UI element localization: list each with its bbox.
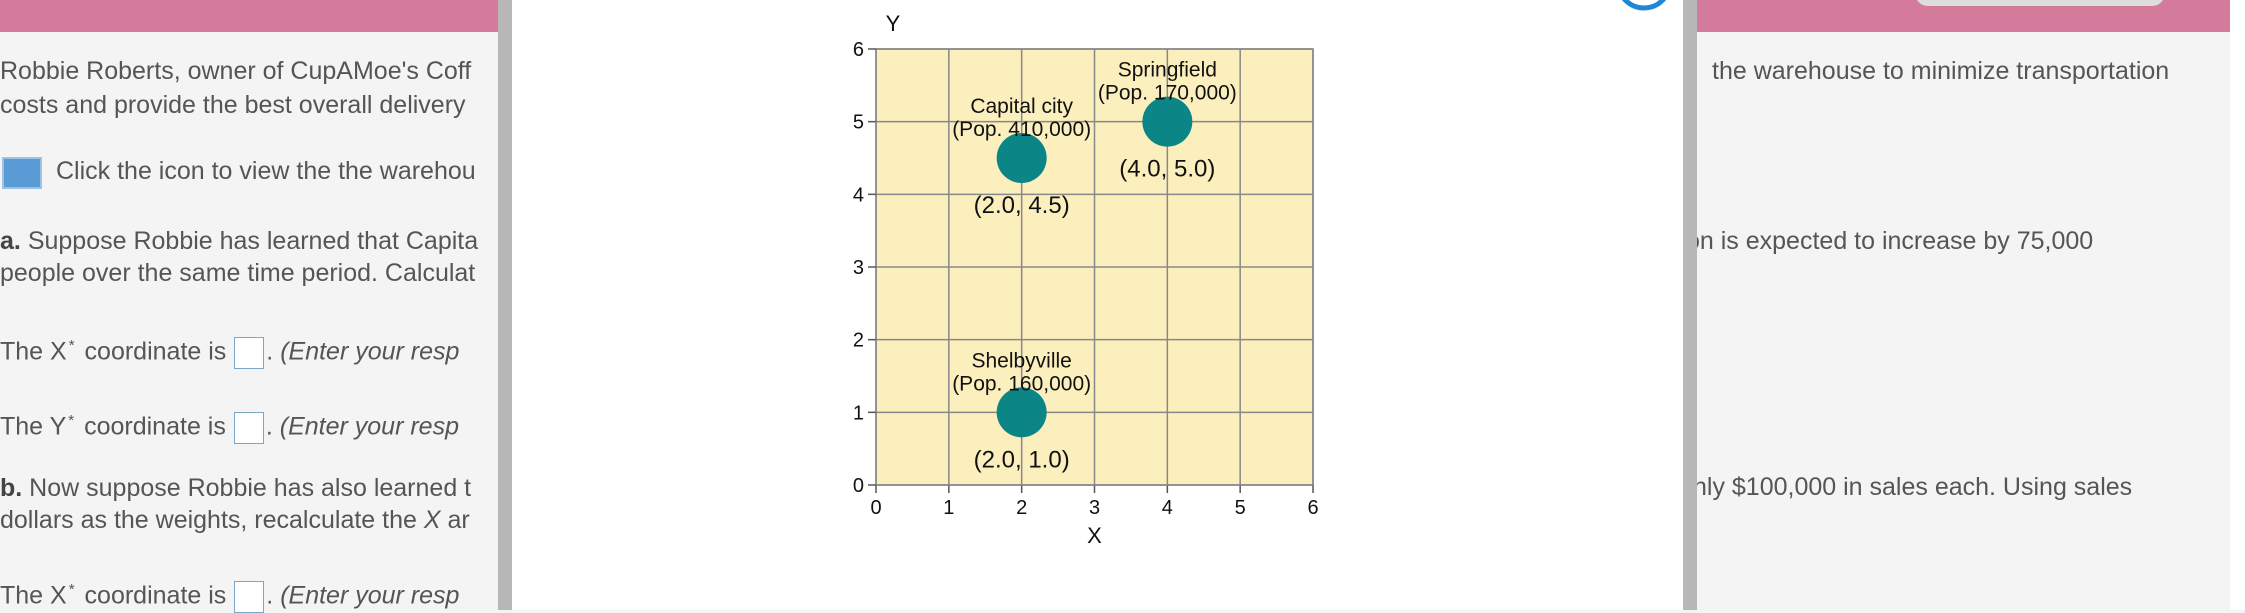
answer-input[interactable] xyxy=(234,336,265,369)
answer-line: The X * coordinate is. (Enter your resp xyxy=(0,330,459,369)
point-name: Shelbyville xyxy=(971,349,1071,372)
y-tick-label: 0 xyxy=(853,475,864,497)
x-tick-label: 3 xyxy=(1089,497,1100,519)
right-text: on is expected to increase by 75,000 xyxy=(1686,227,2094,255)
y-tick-label: 4 xyxy=(853,184,864,206)
x-tick-label: 4 xyxy=(1162,497,1173,519)
answer-prefix: The Y xyxy=(0,412,67,441)
part-text: dollars as the weights, recalculate the xyxy=(0,506,424,534)
point-name: Capital city xyxy=(970,95,1073,118)
part-b: b. Now suppose Robbie has also learned t xyxy=(0,472,471,504)
point xyxy=(1142,96,1193,147)
x-tick-label: 0 xyxy=(870,497,881,519)
answer-dot: . xyxy=(266,581,274,610)
answer-input[interactable] xyxy=(234,580,265,613)
header-button[interactable] xyxy=(1915,0,2165,6)
right-text: nly $100,000 in sales each. Using sales xyxy=(1693,473,2133,501)
answer-middle: coordinate is xyxy=(84,412,226,441)
point-coordinates: (2.0, 1.0) xyxy=(974,446,1070,473)
part-text: Now suppose Robbie has also learned t xyxy=(29,474,472,502)
intro-line: Robbie Roberts, owner of CupAMoe's Coff xyxy=(0,57,472,85)
point xyxy=(996,133,1047,183)
point-population: (Pop. 160,000) xyxy=(952,372,1091,395)
answer-sup: * xyxy=(68,581,75,598)
point xyxy=(996,387,1047,438)
point-population: (Pop. 410,000) xyxy=(952,118,1091,141)
x-tick-label: 1 xyxy=(943,497,954,519)
point-coordinates: (4.0, 5.0) xyxy=(1119,156,1215,183)
point-coordinates: (2.0, 4.5) xyxy=(974,192,1070,219)
answer-dot: . xyxy=(265,412,273,441)
modal: 0 1 2 3 4 5 6 0 1 2 3 4 5 6 X Y Capital city (Pop. 410,00… xyxy=(498,0,1697,610)
y-tick-label: 2 xyxy=(853,330,864,352)
answer-line: The X * coordinate is. (Enter your resp xyxy=(0,574,459,613)
part-italic: X xyxy=(423,506,441,534)
page-edge xyxy=(2230,0,2245,610)
y-tick-label: 1 xyxy=(853,402,864,424)
image-icon[interactable] xyxy=(2,157,42,189)
answer-prefix: The X xyxy=(0,337,67,366)
answer-middle: coordinate is xyxy=(84,581,227,610)
answer-sup: * xyxy=(68,337,75,354)
answer-hint: (Enter your resp xyxy=(279,412,459,441)
y-axis-label: Y xyxy=(886,11,901,36)
x-axis-label: X xyxy=(1087,523,1102,548)
point-population: (Pop. 170,000) xyxy=(1098,82,1237,105)
part-text-line: dollars as the weights, recalculate the … xyxy=(0,504,470,536)
x-tick-label: 6 xyxy=(1307,497,1318,519)
answer-dot: . xyxy=(266,337,274,366)
part-text: Suppose Robbie has learned that Capita xyxy=(27,227,479,255)
point-name: Springfield xyxy=(1118,59,1217,82)
intro-line: costs and provide the best overall deliv… xyxy=(0,91,466,119)
answer-prefix: The X xyxy=(0,581,67,610)
answer-hint: (Enter your resp xyxy=(280,337,460,366)
chart: 0 1 2 3 4 5 6 0 1 2 3 4 5 6 X Y Capital city(Pop. 410,00… xyxy=(853,0,1670,548)
answer-middle: coordinate is xyxy=(84,337,227,366)
part-text: ar xyxy=(440,506,470,534)
part-text: people over the same time period. Calcul… xyxy=(0,259,476,287)
x-tick-label: 2 xyxy=(1016,497,1027,519)
part-a: a. Suppose Robbie has learned that Capit… xyxy=(0,225,478,257)
icon-text[interactable]: Click the icon to view the the warehou xyxy=(56,157,476,185)
x-tick-label: 5 xyxy=(1235,497,1246,519)
part-label: a. xyxy=(0,227,21,255)
answer-hint: (Enter your resp xyxy=(280,581,460,610)
answer-line: The Y * coordinate is. (Enter your resp xyxy=(0,405,459,444)
y-tick-label: 5 xyxy=(853,112,864,134)
close-button[interactable] xyxy=(1618,0,1670,11)
right-text: the warehouse to minimize transportation xyxy=(1712,57,2170,85)
answer-sup: * xyxy=(68,412,75,429)
answer-input[interactable] xyxy=(233,411,264,444)
y-tick-label: 6 xyxy=(853,39,864,61)
part-label: b. xyxy=(0,474,23,502)
y-tick-label: 3 xyxy=(853,257,864,279)
